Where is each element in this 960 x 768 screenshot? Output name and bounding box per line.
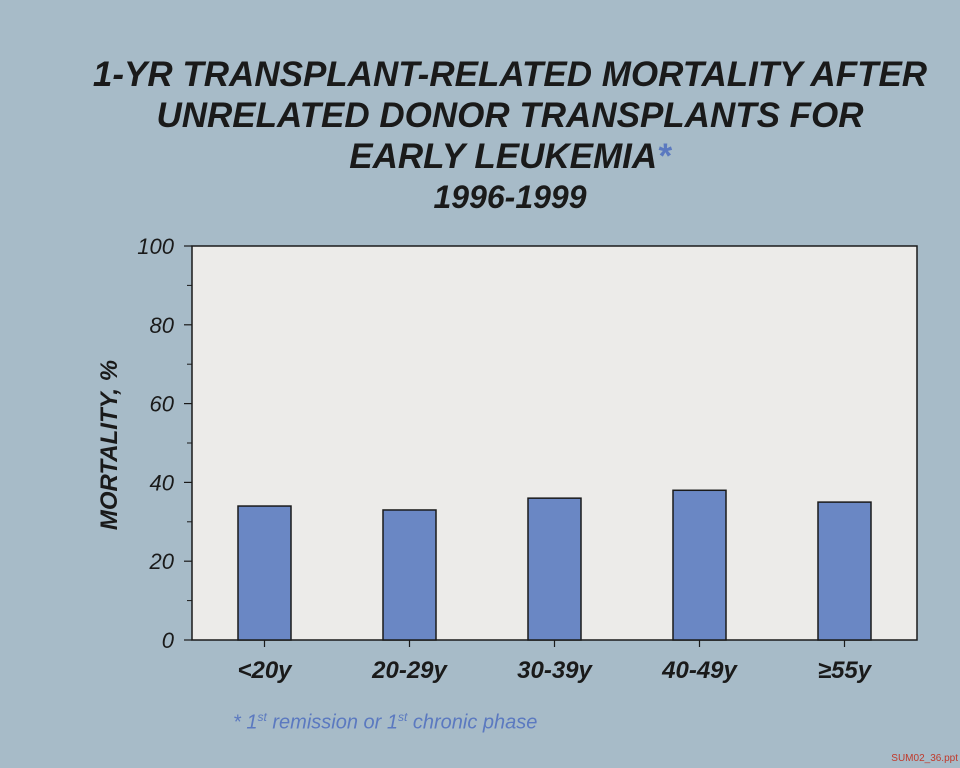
x-tick-label: ≥55y	[818, 657, 873, 684]
title-line-2: UNRELATED DONOR TRANSPLANTS FOR	[156, 96, 864, 135]
x-tick-label: <20y	[237, 657, 293, 684]
bar	[527, 497, 582, 641]
x-tick-label: 20-29y	[371, 657, 448, 684]
bar	[817, 501, 872, 641]
y-tick-label: 80	[150, 313, 175, 338]
y-tick-label: 40	[150, 470, 175, 495]
bar	[382, 509, 437, 641]
bars-group	[237, 489, 872, 641]
title-line-3-text: EARLY LEUKEMIA	[349, 137, 658, 176]
bar	[237, 505, 292, 641]
y-tick-label: 100	[137, 234, 174, 259]
footnote-middle: remission or 1	[266, 711, 398, 734]
bar	[672, 489, 727, 641]
footnote-sup-1: st	[257, 710, 267, 724]
title-years: 1996-1999	[433, 179, 587, 215]
x-axis: <20y 20-29y 30-39y 40-49y ≥55y	[237, 640, 873, 684]
chart-title: 1-YR TRANSPLANT-RELATED MORTALITY AFTER …	[60, 54, 960, 218]
footnote: * 1st remission or 1st chronic phase	[233, 710, 537, 735]
file-reference: SUM02_36.ppt	[891, 753, 958, 764]
y-tick-label: 60	[150, 392, 175, 417]
footnote-sup-2: st	[397, 710, 408, 724]
title-asterisk: *	[657, 137, 671, 176]
y-tick-label: 0	[162, 628, 175, 653]
title-line-1: 1-YR TRANSPLANT-RELATED MORTALITY AFTER	[92, 55, 928, 94]
footnote-suffix: chronic phase	[407, 711, 538, 734]
y-axis: 0 20 40 60 80 100	[137, 234, 192, 653]
footnote-prefix: * 1	[233, 711, 258, 734]
x-tick-label: 40-49y	[661, 657, 738, 684]
title-line-3: EARLY LEUKEMIA*	[60, 136, 960, 177]
x-tick-label: 30-39y	[517, 657, 593, 684]
y-tick-label: 20	[149, 549, 175, 574]
